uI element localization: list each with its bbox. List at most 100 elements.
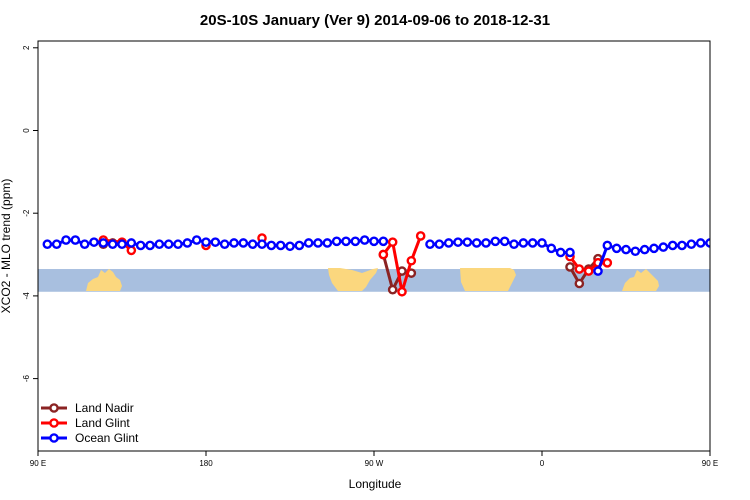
data-point-ocean-glint — [294, 240, 305, 251]
data-point-ocean-glint — [70, 235, 81, 245]
data-point-ocean-glint — [639, 244, 650, 255]
data-point-ocean-glint — [331, 236, 342, 247]
data-point-ocean-glint — [266, 240, 277, 251]
data-point-ocean-glint — [173, 239, 183, 250]
data-point-ocean-glint — [89, 237, 99, 247]
x-tick-label: 0 — [540, 459, 545, 468]
data-point-ocean-glint — [537, 238, 547, 248]
data-point-land-glint — [126, 245, 137, 256]
data-point-ocean-glint — [695, 238, 706, 248]
map-band — [38, 268, 710, 292]
data-point-ocean-glint — [275, 240, 286, 251]
data-point-ocean-glint — [135, 240, 146, 251]
data-point-ocean-glint — [285, 241, 295, 252]
data-point-ocean-glint — [369, 236, 379, 247]
chart-title: 20S-10S January (Ver 9) 2014-09-06 to 20… — [200, 12, 550, 29]
data-point-ocean-glint — [677, 240, 687, 251]
land-shapes — [86, 268, 659, 291]
data-point-ocean-glint — [509, 239, 519, 250]
data-point-ocean-glint — [359, 235, 370, 245]
x-tick-label: 180 — [199, 459, 213, 468]
data-point-land-glint — [406, 255, 417, 266]
data-point-ocean-glint — [79, 239, 90, 250]
data-point-land-glint — [387, 237, 398, 247]
data-point-ocean-glint — [462, 237, 473, 247]
data-point-ocean-glint — [238, 238, 249, 248]
data-point-ocean-glint — [546, 243, 557, 254]
axes: 90 E 180 90 W 0 90 E 2 0 -2 -4 -6 — [22, 45, 718, 468]
south-america-shape — [328, 268, 378, 291]
data-point-land-glint — [378, 249, 389, 260]
legend-item-ocean-glint: Ocean Glint — [41, 431, 139, 445]
data-point-land-nadir — [565, 262, 575, 272]
data-point-land-glint — [583, 266, 594, 276]
x-tick-label: 90 E — [30, 459, 46, 468]
data-point-ocean-glint — [565, 247, 575, 258]
data-point-ocean-glint — [303, 238, 314, 248]
data-point-land-glint — [602, 258, 613, 268]
data-point-ocean-glint — [453, 237, 463, 247]
data-point-ocean-glint — [247, 239, 258, 250]
data-point-ocean-glint — [126, 238, 137, 248]
data-point-ocean-glint — [434, 239, 445, 250]
data-point-ocean-glint — [322, 238, 333, 248]
data-point-ocean-glint — [145, 240, 155, 251]
x-axis-label: Longitude — [349, 477, 402, 491]
x-tick-label: 90 W — [365, 459, 384, 468]
legend-swatch-marker — [49, 418, 59, 428]
data-point-ocean-glint — [229, 238, 239, 248]
africa-shape — [460, 268, 516, 291]
data-point-ocean-glint — [51, 239, 62, 250]
data-point-ocean-glint — [117, 239, 127, 250]
data-point-ocean-glint — [527, 238, 538, 248]
data-point-ocean-glint — [425, 239, 435, 250]
data-point-ocean-glint — [593, 266, 603, 276]
legend-label: Ocean Glint — [75, 431, 139, 445]
data-point-ocean-glint — [555, 247, 566, 258]
data-point-land-glint — [574, 264, 585, 274]
data-point-ocean-glint — [313, 238, 323, 248]
australia-right-shape — [622, 269, 659, 291]
data-point-ocean-glint — [61, 235, 71, 245]
data-point-ocean-glint — [649, 243, 659, 254]
data-point-ocean-glint — [490, 236, 501, 247]
data-point-land-nadir — [387, 284, 398, 295]
data-point-land-glint — [397, 286, 407, 297]
legend-swatch-marker — [49, 403, 59, 413]
data-point-ocean-glint — [98, 238, 109, 248]
legend-swatch-marker — [49, 433, 59, 443]
australia-left-shape — [86, 269, 122, 291]
data-point-land-glint — [415, 231, 426, 241]
data-point-ocean-glint — [341, 236, 351, 247]
data-point-ocean-glint — [257, 239, 267, 250]
y-tick-label: -2 — [22, 209, 31, 217]
ocean-band — [38, 269, 710, 292]
data-point-ocean-glint — [182, 238, 193, 248]
data-point-ocean-glint — [734, 236, 741, 243]
legend-label: Land Glint — [75, 416, 130, 430]
data-point-ocean-glint — [107, 239, 118, 250]
legend-label: Land Nadir — [75, 401, 134, 415]
data-point-ocean-glint — [42, 239, 53, 250]
data-point-ocean-glint — [611, 243, 622, 254]
y-tick-label: 2 — [22, 45, 31, 50]
data-point-ocean-glint — [499, 236, 510, 247]
data-point-ocean-glint — [621, 244, 631, 255]
data-point-ocean-glint — [705, 238, 710, 248]
data-point-ocean-glint — [201, 237, 211, 247]
data-point-ocean-glint — [630, 246, 641, 257]
series-ocean-glint — [42, 235, 741, 276]
data-point-ocean-glint — [481, 238, 491, 248]
y-tick-label: -6 — [22, 374, 31, 382]
y-tick-label: -4 — [22, 292, 31, 300]
legend-item-land-glint: Land Glint — [41, 416, 130, 430]
data-point-ocean-glint — [658, 242, 669, 252]
series-layer — [42, 231, 741, 297]
legend-item-land-nadir: Land Nadir — [41, 401, 134, 415]
y-tick-label: 0 — [22, 128, 31, 133]
data-point-ocean-glint — [716, 239, 723, 246]
data-point-ocean-glint — [602, 240, 613, 251]
data-point-ocean-glint — [686, 239, 697, 250]
data-point-ocean-glint — [191, 235, 202, 245]
